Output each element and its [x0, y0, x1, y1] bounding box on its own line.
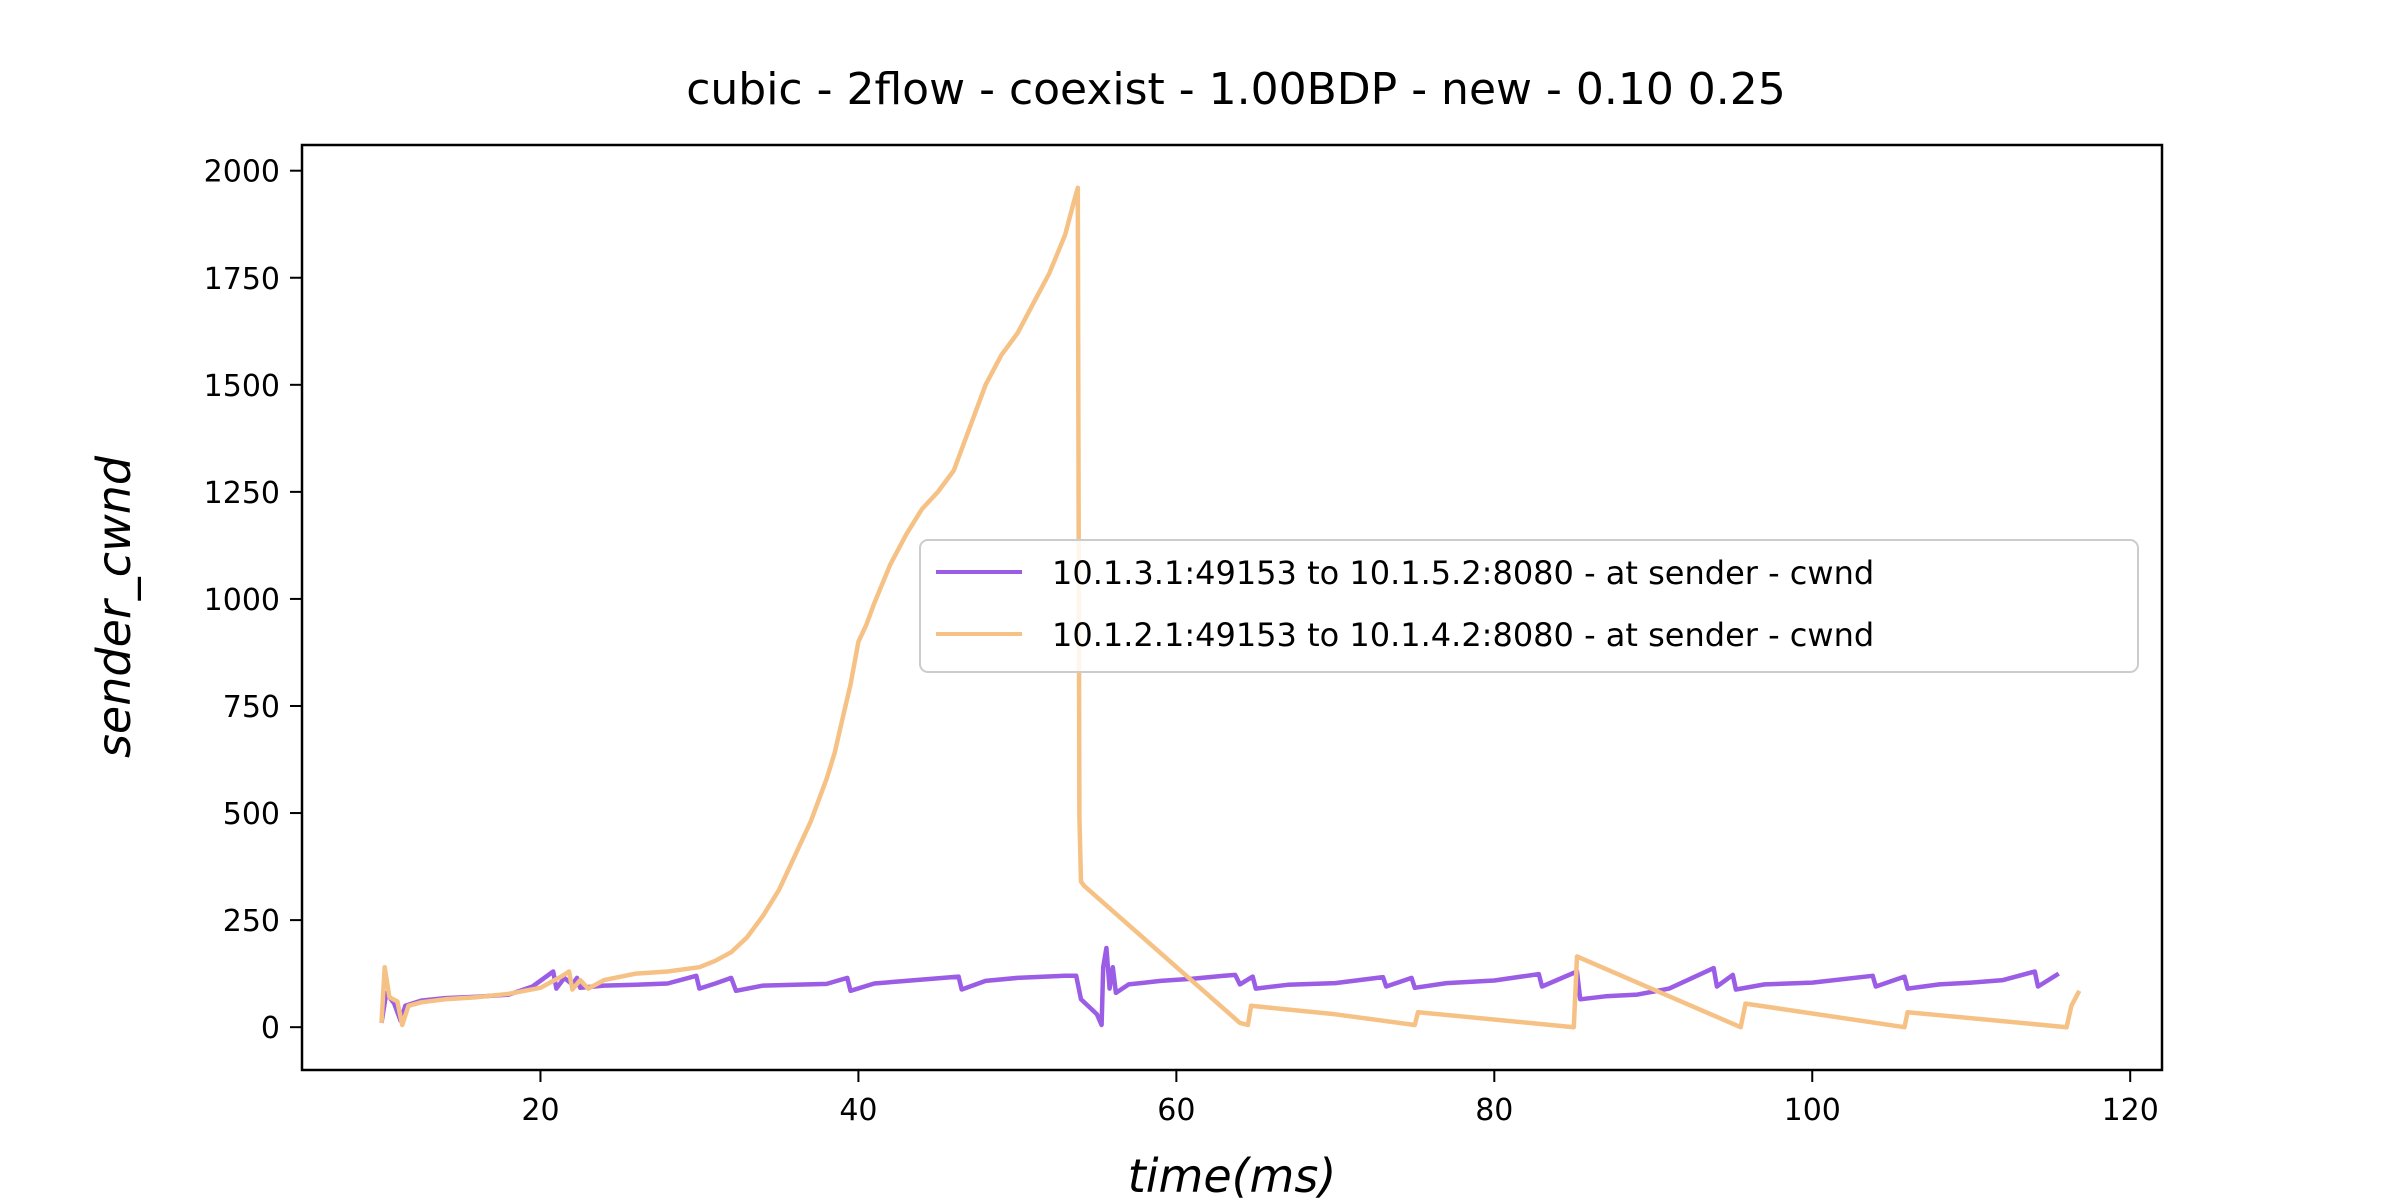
x-axis-ticks: 20 40 60 80 100 120 — [521, 1070, 2159, 1128]
y-tick-label: 2000 — [204, 155, 280, 190]
series-line-2 — [379, 185, 2082, 1030]
x-tick-label: 80 — [1475, 1093, 1513, 1128]
x-tick-label: 20 — [521, 1093, 559, 1128]
chart-title: cubic - 2flow - coexist - 1.00BDP - new … — [686, 64, 1786, 115]
legend-label-series-2: 10.1.2.1:49153 to 10.1.4.2:8080 - at sen… — [1052, 616, 1874, 654]
plot-frame — [300, 143, 2164, 1072]
y-tick-label: 750 — [223, 690, 280, 725]
legend: 10.1.3.1:49153 to 10.1.5.2:8080 - at sen… — [919, 539, 2139, 673]
x-tick-label: 40 — [839, 1093, 877, 1128]
series-layer — [379, 185, 2082, 1030]
x-tick-label: 100 — [1784, 1093, 1841, 1128]
x-tick-label: 120 — [2102, 1093, 2159, 1128]
legend-label-series-1: 10.1.3.1:49153 to 10.1.5.2:8080 - at sen… — [1052, 554, 1874, 592]
y-tick-label: 250 — [223, 904, 280, 939]
y-tick-label: 1500 — [204, 369, 280, 404]
y-tick-label: 1250 — [204, 476, 280, 511]
y-axis-ticks: 0 250 500 750 1000 1250 1500 1750 2000 — [204, 155, 302, 1046]
y-axis-label: sender_cwnd — [87, 455, 141, 758]
x-axis-label: time(ms) — [1128, 1149, 1337, 1200]
y-tick-label: 0 — [261, 1011, 280, 1046]
x-tick-label: 60 — [1157, 1093, 1195, 1128]
y-tick-label: 1000 — [204, 583, 280, 618]
series-line-1 — [379, 945, 2060, 1028]
legend-box — [919, 539, 2139, 673]
y-tick-label: 1750 — [204, 262, 280, 297]
y-tick-label: 500 — [223, 797, 280, 832]
